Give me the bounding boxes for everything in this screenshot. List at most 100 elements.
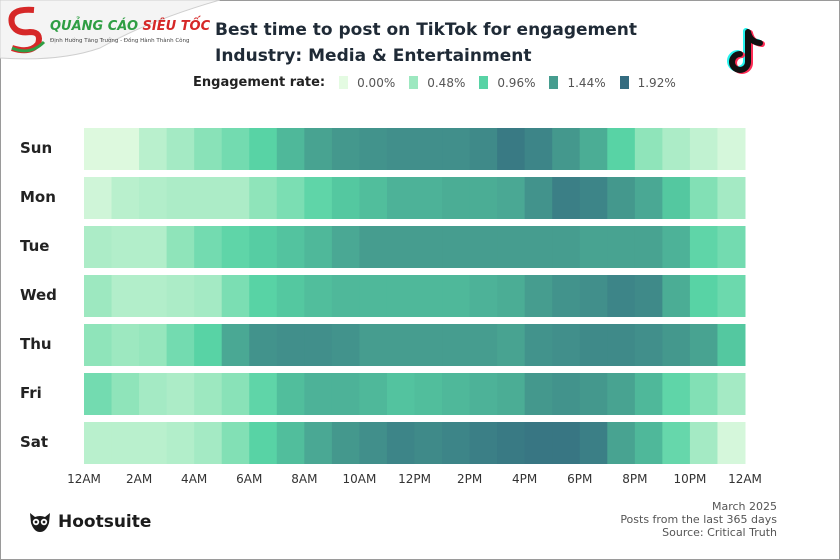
- x-tick-label: 6AM: [236, 472, 263, 486]
- heatmap-cell-sat-5: [221, 422, 250, 464]
- heatmap-cell-tue-0: [84, 226, 113, 268]
- heatmap-cell-mon-7: [276, 177, 305, 219]
- x-tick-label: 4AM: [181, 472, 208, 486]
- heatmap-cell-wed-2: [139, 275, 168, 317]
- heatmap-cell-sat-1: [111, 422, 140, 464]
- heatmap-cell-sun-15: [497, 128, 526, 170]
- heatmap-cell-thu-7: [276, 324, 305, 366]
- x-tick-label: 2AM: [125, 472, 153, 486]
- heatmap-cell-wed-8: [304, 275, 333, 317]
- heatmap-cell-thu-6: [249, 324, 278, 366]
- heatmap-cell-tue-19: [607, 226, 636, 268]
- heatmap-cell-mon-21: [662, 177, 691, 219]
- heatmap-cell-wed-10: [359, 275, 388, 317]
- x-tick-label: 12PM: [398, 472, 431, 486]
- heatmap-cell-tue-21: [662, 226, 691, 268]
- heatmap-cell-sat-11: [386, 422, 415, 464]
- heatmap-cell-thu-12: [414, 324, 443, 366]
- footer-note: Posts from the last 365 days: [620, 513, 777, 526]
- heatmap-cell-fri-0: [84, 373, 113, 415]
- heatmap-cell-tue-23: [717, 226, 746, 268]
- x-tick-label: 12AM: [728, 472, 762, 486]
- heatmap-cell-thu-14: [469, 324, 498, 366]
- heatmap-cell-sun-6: [249, 128, 278, 170]
- heatmap-cell-thu-21: [662, 324, 691, 366]
- heatmap-cell-wed-4: [194, 275, 223, 317]
- heatmap-cell-sun-7: [276, 128, 305, 170]
- heatmap-cell-sat-15: [497, 422, 526, 464]
- heatmap-cell-thu-10: [359, 324, 388, 366]
- heatmap-cell-mon-6: [249, 177, 278, 219]
- legend: Engagement rate: 0.00% 0.48% 0.96% 1.44% 1.9…: [193, 75, 690, 90]
- row-label-tue: Tue: [20, 237, 50, 255]
- chart-subtitle: Industry: Media & Entertainment: [215, 46, 532, 66]
- heatmap-cell-wed-18: [579, 275, 608, 317]
- heatmap-cell-wed-19: [607, 275, 636, 317]
- heatmap-cell-thu-3: [166, 324, 195, 366]
- heatmap-cell-thu-1: [111, 324, 140, 366]
- heatmap-cell-wed-9: [331, 275, 360, 317]
- heatmap-cell-sun-18: [579, 128, 608, 170]
- heatmap-cell-sat-8: [304, 422, 333, 464]
- heatmap-cell-fri-10: [359, 373, 388, 415]
- heatmap-cell-sat-18: [579, 422, 608, 464]
- heatmap-cell-tue-22: [689, 226, 718, 268]
- heatmap-cell-thu-5: [221, 324, 250, 366]
- heatmap-cell-sat-0: [84, 422, 113, 464]
- heatmap-cell-sat-21: [662, 422, 691, 464]
- heatmap-cell-thu-23: [717, 324, 746, 366]
- heatmap-cell-wed-3: [166, 275, 195, 317]
- heatmap-cell-sun-23: [717, 128, 746, 170]
- heatmap-cell-tue-7: [276, 226, 305, 268]
- heatmap-cell-mon-10: [359, 177, 388, 219]
- heatmap-cell-fri-8: [304, 373, 333, 415]
- heatmap-cell-thu-9: [331, 324, 360, 366]
- heatmap-cell-mon-20: [634, 177, 663, 219]
- heatmap-cell-mon-14: [469, 177, 498, 219]
- heatmap-cell-thu-15: [497, 324, 526, 366]
- heatmap-cell-sun-0: [84, 128, 113, 170]
- heatmap-cell-thu-4: [194, 324, 223, 366]
- heatmap-cell-thu-13: [442, 324, 471, 366]
- row-label-wed: Wed: [20, 286, 57, 304]
- heatmap-cell-fri-18: [579, 373, 608, 415]
- footer-source: Source: Critical Truth: [662, 526, 777, 539]
- heatmap-cell-sat-22: [689, 422, 718, 464]
- heatmap-cell-fri-9: [331, 373, 360, 415]
- heatmap-cell-sat-19: [607, 422, 636, 464]
- heatmap-cell-fri-7: [276, 373, 305, 415]
- heatmap-cell-tue-20: [634, 226, 663, 268]
- heatmap-cell-sat-17: [552, 422, 581, 464]
- heatmap-cell-tue-12: [414, 226, 443, 268]
- watermark-brand: QUẢNG CÁO SIÊU TỐC: [50, 16, 211, 34]
- legend-label: 0.48%: [427, 75, 466, 90]
- heatmap-cell-tue-6: [249, 226, 278, 268]
- heatmap-cell-wed-0: [84, 275, 113, 317]
- heatmap: [84, 128, 746, 464]
- heatmap-cell-mon-1: [111, 177, 140, 219]
- heatmap-cell-sun-16: [524, 128, 553, 170]
- heatmap-cell-wed-17: [552, 275, 581, 317]
- heatmap-cell-tue-11: [386, 226, 415, 268]
- x-tick-label: 10AM: [342, 472, 377, 486]
- heatmap-cell-mon-8: [304, 177, 333, 219]
- heatmap-cell-thu-17: [552, 324, 581, 366]
- tiktok-logo-icon: [727, 28, 765, 74]
- heatmap-cell-fri-20: [634, 373, 663, 415]
- row-label-sat: Sat: [20, 433, 49, 451]
- heatmap-cell-wed-15: [497, 275, 526, 317]
- x-tick-label: 12AM: [67, 472, 101, 486]
- heatmap-cell-sat-20: [634, 422, 663, 464]
- heatmap-cell-sat-13: [442, 422, 471, 464]
- heatmap-cell-fri-21: [662, 373, 691, 415]
- heatmap-cell-sat-6: [249, 422, 278, 464]
- heatmap-cell-wed-5: [221, 275, 250, 317]
- heatmap-cell-tue-17: [552, 226, 581, 268]
- heatmap-cell-fri-12: [414, 373, 443, 415]
- legend-swatch: [409, 76, 419, 89]
- legend-label: 0.00%: [357, 75, 396, 90]
- heatmap-cell-tue-18: [579, 226, 608, 268]
- heatmap-cell-mon-13: [442, 177, 471, 219]
- heatmap-cell-sun-20: [634, 128, 663, 170]
- heatmap-cell-sun-19: [607, 128, 636, 170]
